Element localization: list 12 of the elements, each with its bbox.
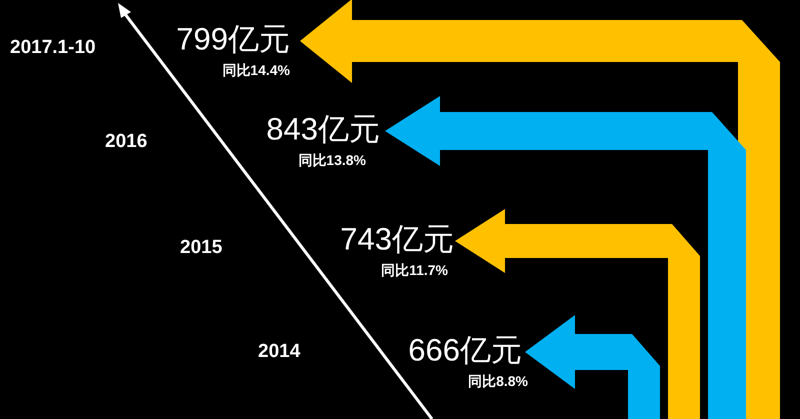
category-label: 2014 — [258, 341, 301, 362]
category-label: 2015 — [180, 237, 223, 258]
data-label: 666亿元 — [408, 332, 522, 368]
category-label: 2017.1-10 — [10, 37, 96, 58]
data-label: 799亿元 — [176, 22, 290, 57]
text: 同比11.7% — [381, 262, 449, 278]
text: 同比14.4% — [222, 62, 291, 78]
text: 同比8.8% — [468, 372, 529, 389]
data-label: 743亿元 — [340, 222, 454, 257]
data-label: 843亿元 — [266, 112, 380, 147]
category-label: 2016 — [105, 131, 148, 152]
text: 同比13.8% — [298, 152, 367, 168]
